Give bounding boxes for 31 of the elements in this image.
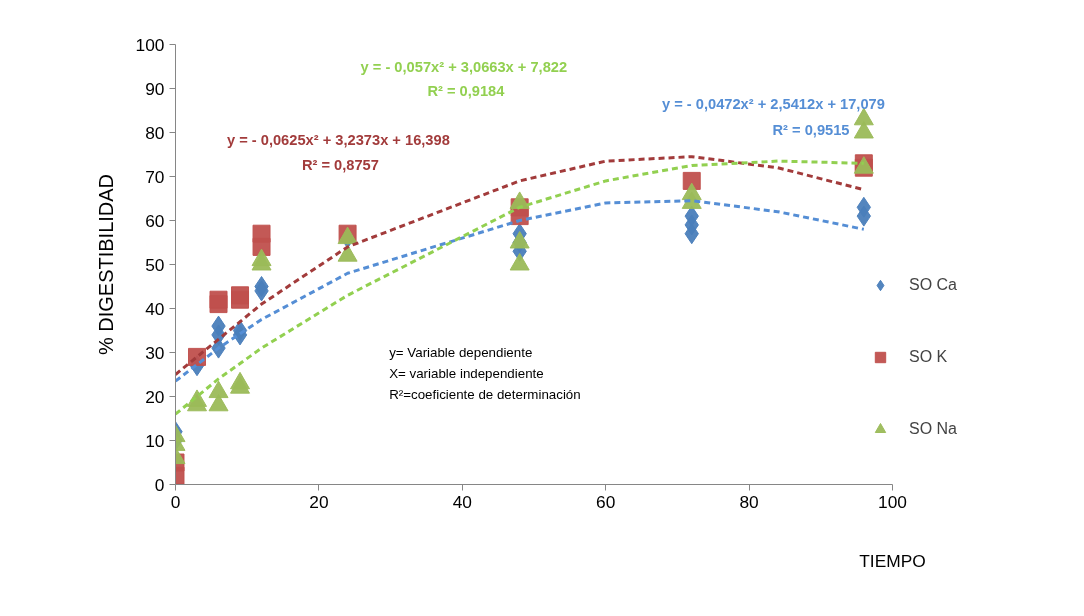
annotation: R²=coeficiente de determinación	[389, 387, 581, 403]
annotation: X= variable independiente	[389, 366, 544, 382]
y-tick-label: 50	[145, 254, 165, 275]
y-tick-label: 100	[135, 34, 165, 55]
legend-label: SO Na	[909, 420, 958, 438]
y-tick-label: 70	[145, 166, 165, 187]
y-tick-label: 20	[145, 386, 165, 407]
annotation: R² = 0,9515	[772, 122, 850, 139]
y-tick-label: 90	[145, 78, 165, 99]
annotation: y = - 0,057x² + 3,0663x + 7,822	[360, 58, 568, 75]
legend-label: SO Ca	[909, 276, 958, 294]
y-tick-label: 30	[145, 342, 165, 363]
y-tick-label: 0	[154, 474, 165, 495]
y-axis-title: % DIGESTIBILIDAD	[94, 173, 117, 356]
annotation: R² = 0,8757	[301, 156, 379, 173]
legend-label: SO K	[909, 348, 948, 366]
annotation: R² = 0,9184	[427, 82, 506, 99]
y-tick-label: 80	[145, 122, 165, 143]
x-tick-label: 80	[739, 491, 759, 512]
x-tick-label: 40	[452, 491, 472, 512]
x-tick-label: 60	[596, 491, 616, 512]
y-tick-label: 60	[145, 210, 165, 231]
x-tick-label: 0	[170, 491, 181, 512]
annotation: y = - 0,0625x² + 3,2373x + 16,398	[226, 132, 450, 149]
x-tick-label: 20	[309, 491, 329, 512]
annotation: y= Variable dependiente	[389, 345, 533, 360]
y-tick-label: 40	[145, 298, 165, 319]
x-tick-label: 100	[878, 491, 907, 512]
y-tick-label: 10	[145, 430, 165, 451]
annotation: y = - 0,0472x² + 2,5412x + 17,079	[661, 95, 885, 112]
x-axis-title: TIEMPO	[859, 550, 926, 571]
